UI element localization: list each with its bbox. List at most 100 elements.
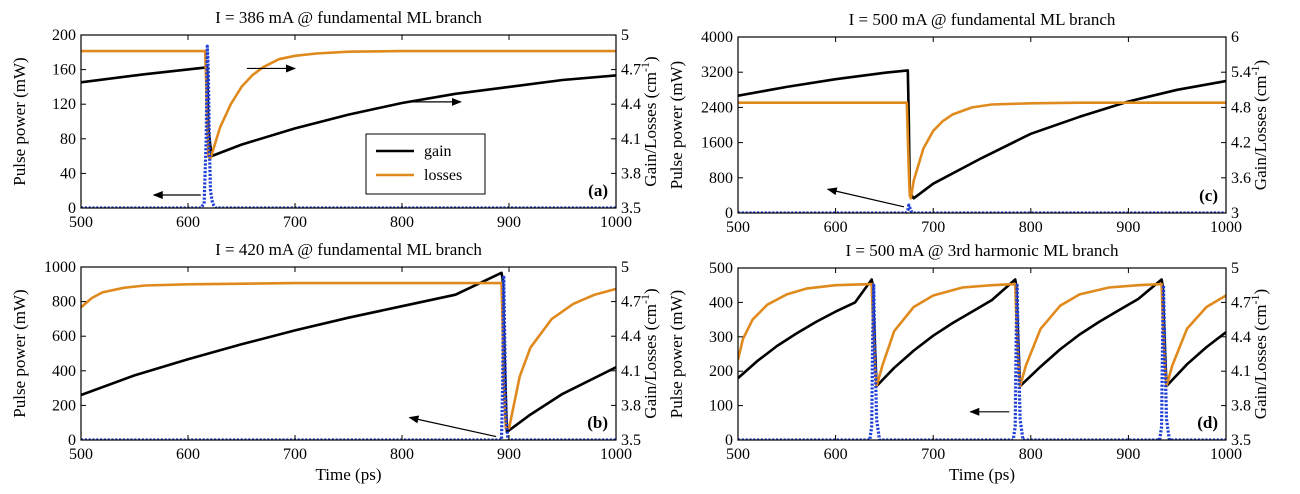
plot-frame [738, 268, 1226, 440]
y2-label-close: ) [1251, 289, 1270, 295]
x-tick-label: 700 [283, 214, 307, 231]
y2-label-close: ) [641, 56, 660, 62]
y-tick-label: 4000 [701, 29, 733, 46]
y2-axis-label: Gain/Losses (cm-1) [1248, 289, 1270, 419]
x-tick-label: 700 [921, 446, 945, 463]
y-axis-label: Pulse power (mW) [667, 61, 686, 189]
y2-axis-label: Gain/Losses (cm-1) [638, 56, 660, 186]
annotation-arrow [828, 189, 904, 207]
x-tick-label: 800 [1019, 446, 1043, 463]
series-line-losses [81, 283, 616, 428]
series-line-losses [738, 284, 1226, 386]
y2-tick-label: 4.8 [1231, 99, 1251, 116]
x-axis-label: Time (ps) [949, 465, 1015, 484]
y-tick-label: 800 [709, 170, 733, 187]
series-group [738, 280, 1226, 441]
y2-tick-label: 4.4 [1231, 329, 1251, 346]
x-tick-label: 600 [176, 214, 200, 231]
y2-tick-label: 3.6 [1231, 170, 1251, 187]
chart-panel-c: I = 500 mA @ fundamental ML branch500 600… [667, 10, 1270, 236]
x-tick-label: 800 [390, 446, 414, 463]
legend: gain losses [366, 134, 485, 194]
y-tick-label: 500 [709, 260, 733, 277]
panel-label: (d) [1197, 413, 1218, 432]
y-tick-label: 3200 [701, 64, 733, 81]
y-tick-label: 120 [52, 96, 76, 113]
y2-tick-label: 4.1 [621, 363, 641, 380]
y-tick-label: 80 [60, 131, 76, 148]
y2-tick-label: 4.1 [1231, 363, 1251, 380]
y-tick-label: 200 [709, 363, 733, 380]
y-tick-label: 0 [68, 432, 76, 449]
y-axis-label: Pulse power (mW) [10, 57, 29, 185]
x-tick-label: 600 [176, 446, 200, 463]
x-axis-label: Time (ps) [316, 465, 382, 484]
y2-tick-label: 3.8 [621, 397, 641, 414]
series-line-pulse [738, 285, 1226, 440]
y2-label-text: Gain/Losses (cm [1251, 304, 1270, 419]
x-tick-label: 700 [921, 219, 945, 236]
legend-label-losses: losses [424, 167, 462, 184]
y-tick-label: 1600 [701, 135, 733, 152]
chart-title: I = 500 mA @ fundamental ML branch [849, 10, 1116, 29]
x-tick-label: 900 [497, 214, 521, 231]
y2-axis-label: Gain/Losses (cm-1) [1248, 60, 1270, 190]
series-line-gain [738, 70, 1226, 198]
y2-tick-label: 3.8 [621, 165, 641, 182]
series-line-pulse [738, 205, 1226, 213]
y-axis-label: Pulse power (mW) [667, 290, 686, 418]
panel-label: (c) [1199, 186, 1218, 205]
y2-tick-label: 5 [1231, 260, 1239, 277]
y2-tick-label: 3 [1231, 205, 1239, 222]
x-tick-label: 600 [824, 219, 848, 236]
y2-tick-label: 4.1 [621, 131, 641, 148]
chart-panel-b: I = 420 mA @ fundamental ML branch500 600… [10, 240, 660, 484]
plot-frame [81, 267, 616, 440]
annotation-arrow [409, 418, 496, 437]
series-group [738, 70, 1226, 213]
y2-tick-label: 5 [621, 27, 629, 44]
y-tick-label: 400 [52, 363, 76, 380]
series-line-gain [81, 273, 616, 432]
y2-tick-label: 5 [621, 259, 629, 276]
y-tick-label: 400 [709, 294, 733, 311]
chart-panel-a: I = 386 mA @ fundamental ML branch 500 600… [10, 8, 660, 231]
x-tick-label: 900 [1116, 219, 1140, 236]
series-line-losses [738, 103, 1226, 199]
panel-label: (b) [587, 413, 608, 432]
x-tick-label: 600 [824, 446, 848, 463]
series-line-gain [738, 280, 1226, 387]
y2-tick-label: 3.5 [621, 432, 641, 449]
series-line-pulse [81, 46, 616, 208]
y-tick-label: 160 [52, 62, 76, 79]
y2-label-sup: -1 [638, 294, 652, 304]
chart-panel-d: I = 500 mA @ 3rd harmonic ML branch 500 60… [667, 241, 1270, 484]
y2-tick-label: 3.5 [1231, 432, 1251, 449]
y-tick-label: 300 [709, 329, 733, 346]
x-tick-label: 800 [390, 214, 414, 231]
y2-label-sup: -1 [1248, 294, 1262, 304]
y2-tick-label: 3.5 [621, 200, 641, 217]
series-line-pulse [81, 276, 616, 440]
y-tick-label: 0 [68, 200, 76, 217]
y-tick-label: 40 [60, 165, 76, 182]
y2-label-close: ) [1251, 60, 1270, 66]
y-tick-label: 0 [725, 432, 733, 449]
y-tick-label: 200 [52, 397, 76, 414]
y-tick-label: 1000 [44, 259, 76, 276]
y2-label-sup: -1 [638, 62, 652, 72]
y2-tick-label: 4.4 [621, 96, 641, 113]
x-tick-label: 700 [283, 446, 307, 463]
y2-tick-label: 4.4 [621, 328, 641, 345]
y-tick-label: 800 [52, 294, 76, 311]
series-line-losses [81, 51, 616, 158]
y2-axis-label: Gain/Losses (cm-1) [638, 288, 660, 418]
y-tick-label: 2400 [701, 99, 733, 116]
x-tick-label: 900 [1116, 446, 1140, 463]
chart-title: I = 386 mA @ fundamental ML branch [215, 8, 482, 27]
plot-frame [738, 37, 1226, 213]
y-tick-label: 100 [709, 398, 733, 415]
x-tick-label: 900 [497, 446, 521, 463]
y-axis-label: Pulse power (mW) [10, 289, 29, 417]
